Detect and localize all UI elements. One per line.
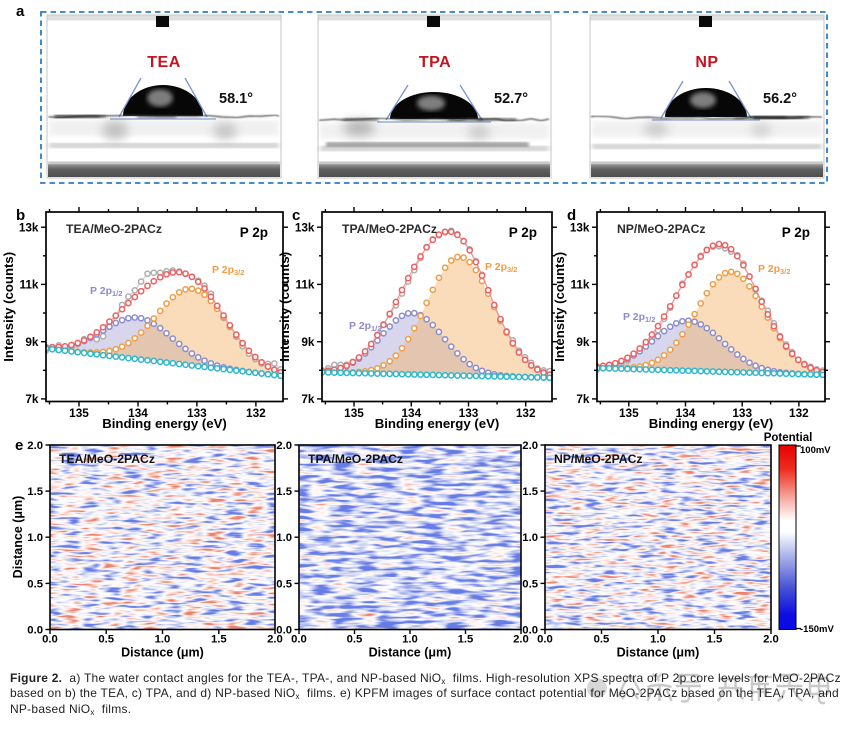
svg-text:P 2p1/2: P 2p1/2 — [90, 285, 122, 298]
svg-text:TPA/MeO-2PACz: TPA/MeO-2PACz — [342, 222, 437, 236]
svg-text:135: 135 — [619, 406, 639, 420]
svg-text:2.0: 2.0 — [513, 634, 529, 646]
svg-text:0.0: 0.0 — [291, 634, 307, 646]
svg-text:1.0: 1.0 — [650, 634, 666, 646]
svg-text:TPA: TPA — [419, 54, 451, 71]
svg-text:2.0: 2.0 — [522, 440, 538, 452]
svg-text:0.5: 0.5 — [347, 634, 363, 646]
svg-text:P 2p3/2: P 2p3/2 — [212, 264, 244, 277]
svg-text:0.0: 0.0 — [276, 625, 292, 637]
svg-text:2.0: 2.0 — [276, 440, 292, 452]
svg-text:7k: 7k — [301, 392, 315, 406]
svg-text:P 2p: P 2p — [509, 225, 537, 240]
svg-text:1.0: 1.0 — [155, 634, 171, 646]
svg-text:1.5: 1.5 — [522, 486, 538, 498]
svg-text:Intensity (counts): Intensity (counts) — [1, 252, 16, 362]
svg-text:1.0: 1.0 — [402, 634, 418, 646]
svg-text:NP/MeO-2PACz: NP/MeO-2PACz — [617, 222, 705, 236]
svg-text:0.0: 0.0 — [522, 625, 538, 637]
svg-text:TPA/MeO-2PACz: TPA/MeO-2PACz — [308, 452, 403, 466]
svg-text:e: e — [15, 437, 23, 454]
svg-text:52.7°: 52.7° — [494, 91, 528, 107]
svg-text:1.0: 1.0 — [27, 532, 43, 544]
svg-text:132: 132 — [789, 406, 809, 420]
svg-text:133: 133 — [459, 406, 479, 420]
svg-text:134: 134 — [128, 406, 148, 420]
svg-text:134: 134 — [676, 406, 696, 420]
svg-text:Binding energy (eV): Binding energy (eV) — [649, 416, 774, 431]
svg-text:P 2p3/2: P 2p3/2 — [485, 261, 517, 274]
svg-text:NP: NP — [695, 54, 718, 71]
svg-text:0.5: 0.5 — [594, 634, 610, 646]
svg-text:1.5: 1.5 — [276, 486, 292, 498]
svg-text:1.5: 1.5 — [458, 634, 474, 646]
svg-text:7k: 7k — [576, 392, 590, 406]
svg-text:P 2p: P 2p — [240, 225, 268, 240]
svg-text:11k: 11k — [19, 278, 38, 292]
svg-text:P 2p1/2: P 2p1/2 — [349, 320, 381, 333]
svg-text:135: 135 — [69, 406, 89, 420]
svg-text:P 2p1/2: P 2p1/2 — [623, 311, 655, 324]
svg-text:0.5: 0.5 — [27, 578, 43, 590]
svg-text:1.5: 1.5 — [707, 634, 723, 646]
svg-text:P 2p: P 2p — [782, 225, 810, 240]
svg-text:0.5: 0.5 — [98, 634, 114, 646]
svg-text:b: b — [16, 207, 25, 224]
svg-text:13k: 13k — [19, 220, 39, 234]
svg-text:13k: 13k — [570, 220, 590, 234]
svg-text:0.0: 0.0 — [537, 634, 553, 646]
svg-text:Distance (μm): Distance (μm) — [617, 646, 700, 660]
svg-text:Potential: Potential — [764, 432, 813, 444]
svg-text:11k: 11k — [570, 278, 589, 292]
svg-text:0.5: 0.5 — [276, 578, 292, 590]
svg-text:1.0: 1.0 — [276, 532, 292, 544]
svg-text:TEA/MeO-2PACz: TEA/MeO-2PACz — [59, 452, 155, 466]
svg-text:13k: 13k — [295, 220, 315, 234]
svg-text:58.1°: 58.1° — [219, 91, 253, 107]
svg-text:0.0: 0.0 — [42, 634, 58, 646]
svg-text:Intensity (counts): Intensity (counts) — [277, 252, 292, 362]
svg-text:2.0: 2.0 — [27, 440, 43, 452]
svg-text:9k: 9k — [576, 335, 590, 349]
svg-text:2.0: 2.0 — [763, 634, 779, 646]
svg-text:TEA: TEA — [147, 54, 181, 71]
svg-text:-150mV: -150mV — [800, 624, 834, 635]
svg-text:135: 135 — [344, 406, 364, 420]
svg-text:2.0: 2.0 — [267, 634, 283, 646]
svg-text:7k: 7k — [25, 392, 39, 406]
svg-text:9k: 9k — [301, 335, 315, 349]
svg-text:Distance (μm): Distance (μm) — [11, 496, 25, 579]
svg-text:TEA/MeO-2PACz: TEA/MeO-2PACz — [66, 222, 162, 236]
svg-text:133: 133 — [732, 406, 752, 420]
svg-text:133: 133 — [187, 406, 207, 420]
svg-text:100mV: 100mV — [800, 445, 831, 456]
svg-text:Distance (μm): Distance (μm) — [369, 646, 452, 660]
svg-text:P 2p3/2: P 2p3/2 — [758, 263, 790, 276]
svg-text:Distance (μm): Distance (μm) — [121, 646, 204, 660]
svg-text:d: d — [567, 207, 576, 224]
svg-text:0.5: 0.5 — [522, 578, 538, 590]
svg-text:0.0: 0.0 — [27, 625, 43, 637]
svg-text:1.0: 1.0 — [522, 532, 538, 544]
svg-text:132: 132 — [246, 406, 266, 420]
svg-text:Intensity (counts): Intensity (counts) — [552, 252, 567, 362]
svg-text:9k: 9k — [25, 335, 39, 349]
svg-text:c: c — [292, 207, 300, 224]
svg-text:134: 134 — [401, 406, 421, 420]
svg-text:NP/MeO-2PACz: NP/MeO-2PACz — [554, 452, 642, 466]
svg-text:1.5: 1.5 — [211, 634, 227, 646]
svg-text:Binding energy (eV): Binding energy (eV) — [102, 416, 227, 431]
svg-text:11k: 11k — [295, 278, 314, 292]
svg-text:Binding energy (eV): Binding energy (eV) — [375, 416, 500, 431]
svg-text:132: 132 — [516, 406, 536, 420]
svg-text:56.2°: 56.2° — [763, 91, 797, 107]
svg-text:1.5: 1.5 — [27, 486, 43, 498]
svg-text:a: a — [16, 3, 25, 20]
